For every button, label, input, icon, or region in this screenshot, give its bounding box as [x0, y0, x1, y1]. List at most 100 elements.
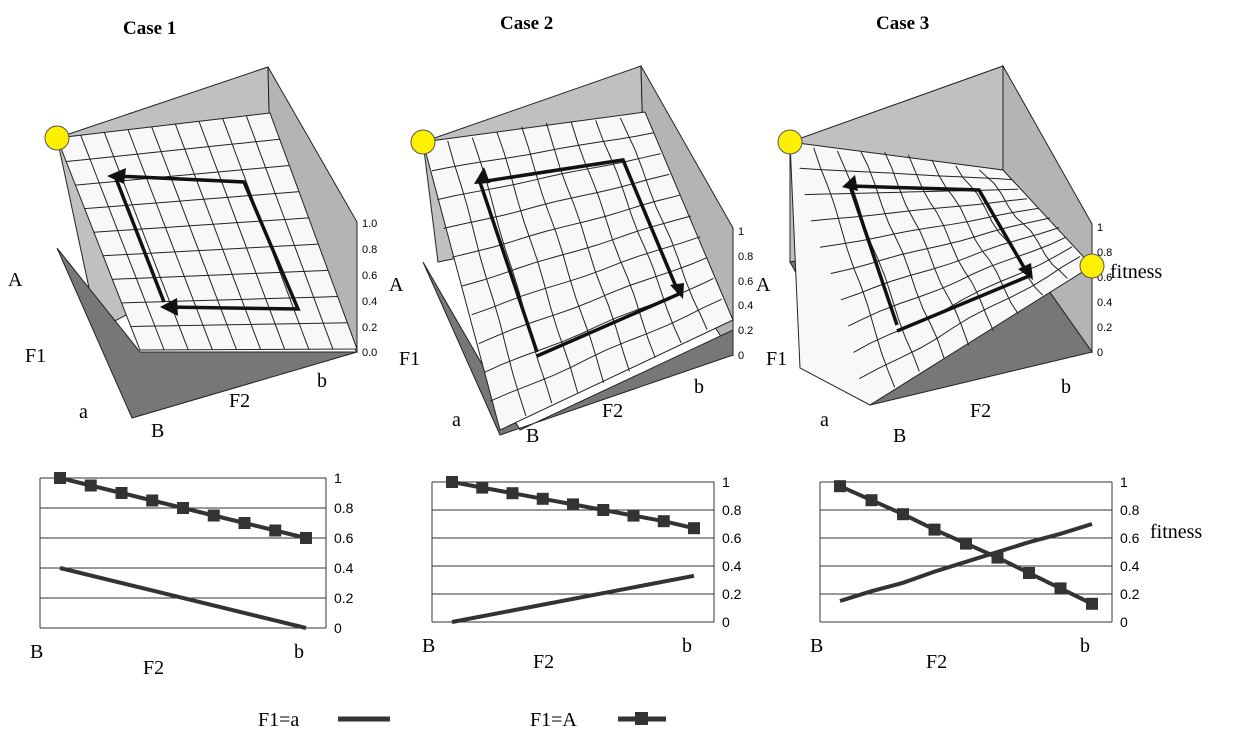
data-point — [897, 508, 909, 521]
y-tick-label: 0.4 — [1120, 558, 1140, 574]
z-tick: 0.8 — [1097, 247, 1112, 259]
data-point — [115, 487, 128, 499]
case1-title: Case 1 — [123, 18, 176, 39]
z-tick: 0.4 — [362, 296, 377, 308]
label-A: A — [8, 269, 23, 291]
y-tick-label: 0.2 — [722, 586, 742, 602]
y-tick-label: 0 — [1120, 614, 1128, 630]
data-point — [627, 509, 640, 522]
y-tick-label: 0.4 — [722, 558, 742, 574]
label-F1: F1 — [399, 348, 420, 370]
z-tick: 0 — [738, 350, 744, 362]
path-arrows — [477, 158, 682, 358]
x-start-label: B — [810, 635, 823, 657]
arrowhead — [160, 298, 178, 316]
path-arrows — [112, 174, 301, 311]
data-point — [84, 479, 97, 492]
x-axis-label: F2 — [926, 651, 947, 673]
optimum-marker — [1079, 253, 1105, 279]
x-axis-label: F2 — [143, 657, 164, 679]
y-tick-label: 0.6 — [722, 530, 742, 546]
y-tick-label: 0.4 — [334, 560, 354, 576]
fitness-label: fitness — [1110, 261, 1162, 283]
legend-label-low: F1=a — [258, 709, 299, 731]
y-tick-label: 0.2 — [1120, 586, 1140, 602]
label-B: B — [151, 420, 164, 442]
label-F2: F2 — [602, 400, 623, 422]
y-tick-label: 1 — [334, 470, 342, 486]
z-tick: 0.8 — [362, 244, 377, 256]
y-tick-label: 0.8 — [722, 502, 742, 518]
arrowhead — [474, 167, 490, 184]
z-tick: 0.2 — [738, 325, 753, 337]
legend: F1=a F1=A — [258, 709, 666, 731]
label-b: b — [694, 376, 704, 398]
z-tick: 0.6 — [738, 276, 753, 288]
line-chart-1: 0 0.2 0.4 0.6 0.8 1 B b F2 — [30, 470, 354, 679]
line-charts: 0 0.2 0.4 0.6 0.8 1 B b F2 0 0.2 0.4 0.6 0.8 1 B b F2 0 0.2… — [30, 470, 1140, 679]
optimum-marker — [410, 129, 436, 155]
label-F2: F2 — [970, 400, 991, 422]
data-point — [865, 494, 878, 507]
data-point — [567, 498, 579, 511]
data-point — [960, 537, 972, 550]
surface — [789, 141, 1093, 406]
line-chart-2: 0 0.2 0.4 0.6 0.8 1 B b F2 — [422, 474, 742, 673]
label-b: b — [1061, 376, 1071, 398]
data-point — [834, 480, 846, 493]
label-A: A — [389, 274, 404, 296]
x-end-label: b — [1080, 635, 1090, 657]
label-B: B — [526, 425, 539, 447]
data-point — [238, 517, 251, 529]
z-tick: 0.6 — [362, 270, 377, 282]
data-point — [1023, 567, 1035, 579]
y-tick-label: 0.8 — [334, 500, 354, 516]
data-point — [688, 522, 700, 535]
line-chart-3: 0 0.2 0.4 0.6 0.8 1 B b F2 — [810, 474, 1140, 673]
z-tick: 0.4 — [1097, 297, 1112, 309]
fitness-label: fitness — [1150, 521, 1202, 543]
z-axis: 0.0 0.2 0.4 0.6 0.8 1.0 — [356, 218, 377, 359]
z-tick: 0.2 — [1097, 322, 1112, 334]
data-point — [300, 532, 312, 544]
data-point — [476, 481, 489, 494]
z-tick: 1.0 — [362, 218, 377, 230]
y-tick-label: 1 — [1120, 474, 1128, 490]
series-line-low — [59, 566, 307, 630]
case3-title: Case 3 — [876, 13, 929, 34]
x-axis-label: F2 — [533, 651, 554, 673]
z-tick: 1 — [738, 226, 744, 238]
legend-label-high: F1=A — [530, 709, 577, 731]
case2-title: Case 2 — [500, 13, 553, 34]
surface-plot-case2: 0 0.2 0.4 0.6 0.8 1 A F1 a B F2 b — [389, 65, 753, 447]
z-tick: 0.8 — [738, 251, 753, 263]
label-F2: F2 — [229, 390, 250, 412]
z-axis: 0 0.2 0.4 0.6 0.8 1 — [1091, 222, 1112, 359]
arrowhead — [107, 168, 126, 184]
legend-marker-high — [635, 712, 648, 725]
optimum-marker — [777, 129, 803, 155]
y-tick-label: 0.6 — [1120, 530, 1140, 546]
surface-plot-case3: 0 0.2 0.4 0.6 0.8 1 fitness A F1 a B F2 … — [756, 64, 1162, 447]
label-F1: F1 — [766, 348, 787, 370]
label-a: a — [79, 401, 88, 423]
data-point — [54, 472, 66, 484]
label-B: B — [893, 425, 906, 447]
data-point — [928, 523, 941, 536]
y-tick-label: 0 — [722, 614, 730, 630]
label-F1: F1 — [25, 345, 46, 367]
data-point — [1086, 597, 1098, 610]
series-line-low — [451, 573, 695, 624]
y-tick-label: 0.2 — [334, 590, 354, 606]
label-A: A — [756, 274, 771, 296]
path-arrows — [847, 184, 1032, 333]
arrowhead — [1018, 263, 1033, 280]
data-point — [446, 476, 458, 488]
optimum-marker — [44, 125, 70, 151]
x-start-label: B — [30, 641, 43, 663]
y-tick-label: 0 — [334, 620, 342, 636]
x-end-label: b — [682, 635, 692, 657]
z-tick: 0.6 — [1097, 272, 1112, 284]
arrowhead — [842, 175, 858, 191]
data-point — [269, 524, 282, 537]
